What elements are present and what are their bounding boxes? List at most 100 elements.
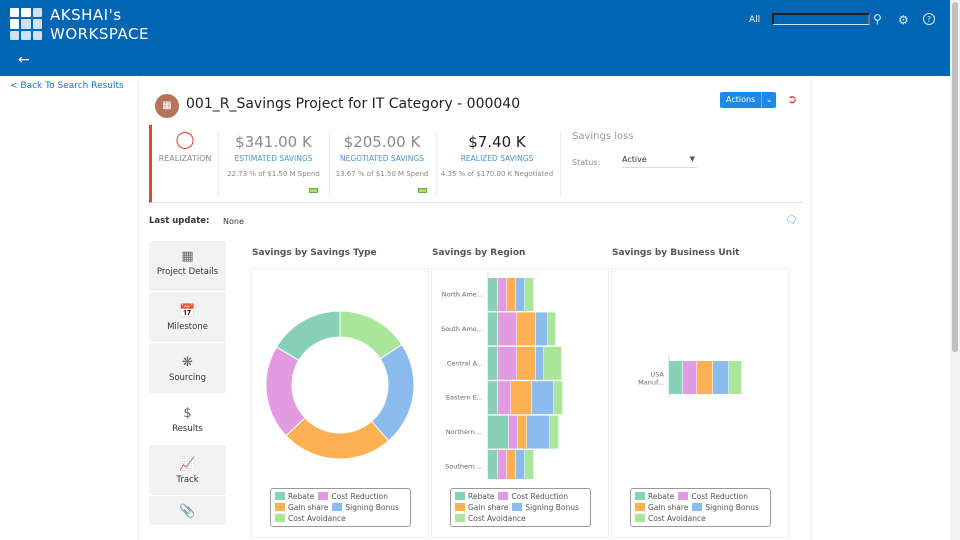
donut-slice-gain-share[interactable]: [285, 417, 390, 460]
bar-signing-bonus[interactable]: [516, 450, 525, 483]
bar-signing-bonus[interactable]: [536, 346, 544, 380]
bar-cost-avoidance[interactable]: [525, 450, 534, 483]
bar-cost-reduction[interactable]: [509, 415, 518, 449]
legend-swatch: [275, 503, 285, 511]
realized-sub: 4.35 % of $170.00 K Negotiated: [440, 170, 554, 178]
bar-cost-reduction[interactable]: [498, 450, 507, 483]
bar-cost-avoidance[interactable]: [550, 415, 559, 449]
legend-item[interactable]: Cost Reduction: [318, 491, 388, 502]
bar-cost-avoidance[interactable]: [729, 361, 742, 394]
bar-gain-share[interactable]: [511, 381, 532, 415]
search-scope[interactable]: All: [749, 15, 761, 25]
project-card: ▦ 001_R_Savings Project for IT Category …: [138, 76, 812, 540]
bar-cost-reduction[interactable]: [498, 312, 517, 346]
legend-label: Gain share: [648, 503, 689, 512]
legend-item[interactable]: Cost Reduction: [678, 491, 748, 502]
legend-swatch: [678, 492, 689, 500]
legend-item[interactable]: Gain share: [455, 502, 508, 513]
chart-legend: Rebate Cost Reduction Gain share Signing Bo…: [270, 488, 411, 527]
legend-item[interactable]: Rebate: [635, 491, 674, 502]
tab-track[interactable]: 📈 Track: [149, 445, 226, 496]
tab-results[interactable]: $ Results: [149, 394, 226, 445]
legend-item[interactable]: Rebate: [275, 491, 314, 502]
tab-label: Results: [172, 424, 203, 434]
comment-icon[interactable]: 🗨: [785, 215, 798, 226]
chevron-down-icon[interactable]: ⌄: [761, 92, 777, 108]
legend-item[interactable]: Signing Bonus: [332, 502, 399, 513]
bar-gain-share[interactable]: [507, 450, 516, 483]
bar-cost-reduction[interactable]: [683, 361, 697, 394]
back-arrow-icon[interactable]: ←: [18, 52, 30, 68]
donut-slice-rebate[interactable]: [275, 310, 341, 361]
estimated-label[interactable]: ESTIMATED SAVINGS: [234, 154, 313, 163]
legend-item[interactable]: Cost Reduction: [498, 491, 568, 502]
category-label: USA Manuf...: [638, 371, 664, 387]
bar-rebate[interactable]: [488, 450, 498, 483]
bar-gain-share[interactable]: [518, 415, 527, 449]
last-update-value: None: [223, 217, 244, 226]
legend-item[interactable]: Signing Bonus: [512, 502, 579, 513]
legend-item[interactable]: Cost Avoidance: [455, 513, 526, 524]
bar-cost-avoidance[interactable]: [548, 312, 556, 346]
bar-rebate[interactable]: [488, 312, 498, 346]
bar-rebate[interactable]: [488, 415, 509, 449]
chart-title-business-unit: Savings by Business Unit: [612, 248, 740, 258]
legend-swatch: [318, 492, 329, 500]
legend-item[interactable]: Gain share: [275, 502, 328, 513]
exit-icon[interactable]: ➲: [787, 92, 798, 106]
search-icon[interactable]: ⚲: [873, 12, 882, 26]
help-icon[interactable]: ?: [923, 13, 935, 25]
brand-line2: WORKSPACE: [50, 25, 149, 43]
bar-signing-bonus[interactable]: [536, 312, 548, 346]
search-input[interactable]: [772, 13, 870, 25]
tab-sourcing[interactable]: ❋ Sourcing: [149, 343, 226, 394]
negotiated-label[interactable]: NEGOTIATED SAVINGS: [340, 154, 424, 163]
business-unit-panel: USA Manuf... Rebate Cost Reduction Gain sha…: [611, 268, 789, 538]
bar-signing-bonus[interactable]: [532, 381, 554, 415]
savings-loss-label: Savings loss: [572, 131, 634, 142]
bar-cost-reduction[interactable]: [498, 278, 507, 311]
bar-cost-avoidance[interactable]: [544, 346, 562, 380]
actions-button[interactable]: Actions: [720, 92, 762, 108]
legend-swatch: [635, 503, 645, 511]
legend-label: Cost Reduction: [691, 492, 748, 501]
workspace-logo: [10, 8, 42, 40]
legend-item[interactable]: Cost Avoidance: [275, 513, 346, 524]
gear-icon[interactable]: ⚙: [898, 13, 909, 27]
legend-item[interactable]: Signing Bonus: [692, 502, 759, 513]
legend-label: Rebate: [468, 492, 495, 501]
tab-project-details[interactable]: ▦ Project Details: [149, 241, 226, 292]
tab-milestone[interactable]: 📅 Milestone: [149, 292, 226, 343]
bar-gain-share[interactable]: [517, 346, 536, 380]
tab-attachments[interactable]: 📎: [149, 496, 226, 526]
actions-button-group[interactable]: Actions ⌄: [720, 92, 777, 108]
bar-gain-share[interactable]: [507, 278, 516, 311]
bar-rebate[interactable]: [669, 361, 683, 394]
bar-signing-bonus[interactable]: [713, 361, 729, 394]
legend-label: Cost Reduction: [331, 492, 388, 501]
scrollbar[interactable]: [950, 0, 960, 540]
bar-rebate[interactable]: [488, 381, 498, 415]
bar-cost-avoidance[interactable]: [554, 381, 563, 415]
donut-slice-signing-bonus[interactable]: [370, 343, 415, 442]
bar-signing-bonus[interactable]: [516, 278, 525, 311]
money-bag-icon: $: [183, 406, 192, 421]
legend-item[interactable]: Rebate: [455, 491, 494, 502]
bar-signing-bonus[interactable]: [527, 415, 550, 449]
legend-item[interactable]: Gain share: [635, 502, 688, 513]
bar-gain-share[interactable]: [697, 361, 713, 394]
back-to-search-link[interactable]: < Back To Search Results: [10, 81, 124, 91]
bar-rebate[interactable]: [488, 346, 498, 380]
status-dropdown[interactable]: Active ▼: [622, 155, 697, 168]
negotiated-savings-kpi: $205.00 K NEGOTIATED SAVINGS 13.67 % of …: [329, 125, 435, 203]
chart-legend: Rebate Cost Reduction Gain share Signing Bo…: [630, 488, 771, 527]
bar-cost-avoidance[interactable]: [525, 278, 534, 311]
region-panel: North Ame... South Ame... Central A... East…: [431, 268, 609, 538]
bar-cost-reduction[interactable]: [498, 381, 511, 415]
bar-rebate[interactable]: [488, 278, 498, 311]
realized-label[interactable]: REALIZED SAVINGS: [460, 154, 534, 163]
workspace-name: AKSHAI's WORKSPACE: [50, 6, 149, 44]
bar-cost-reduction[interactable]: [498, 346, 517, 380]
legend-item[interactable]: Cost Avoidance: [635, 513, 706, 524]
bar-gain-share[interactable]: [517, 312, 536, 346]
